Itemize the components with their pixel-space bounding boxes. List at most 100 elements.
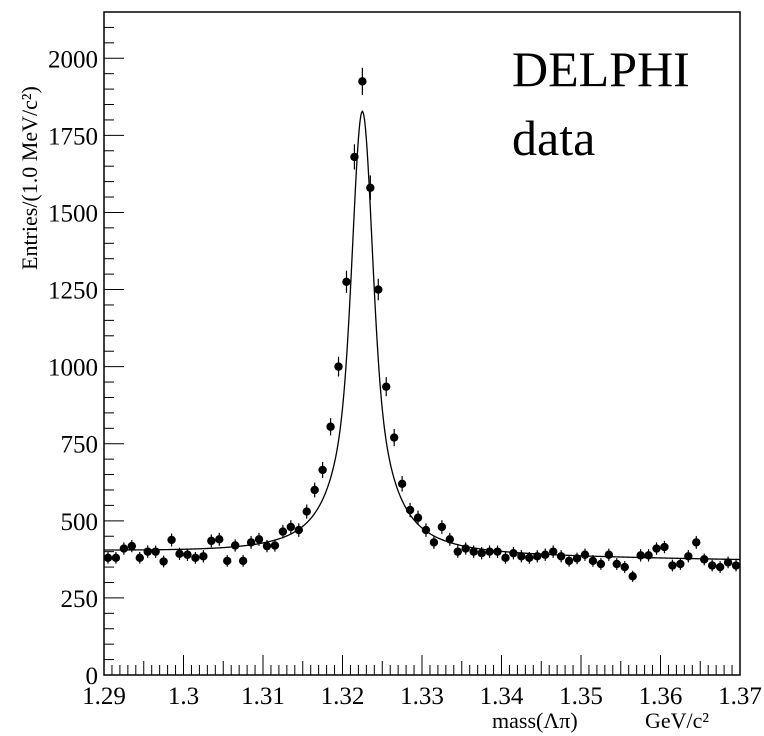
data-point (191, 551, 200, 564)
data-marker (191, 553, 200, 563)
data-point (254, 532, 264, 546)
data-marker (533, 552, 542, 561)
x-axis: 1.29 1.3 1.31 1.32 1.33 1.34 1.35 1.36 1.37 (82, 655, 762, 710)
data-marker (461, 544, 470, 553)
data-point (564, 555, 574, 567)
data-marker (707, 561, 717, 570)
data-marker (636, 551, 645, 560)
data-marker (286, 522, 296, 532)
data-point (493, 545, 502, 558)
annotation-data: data (512, 110, 595, 166)
data-marker (421, 525, 431, 535)
data-point (715, 561, 725, 573)
data-marker (111, 553, 121, 563)
data-point (111, 551, 121, 564)
data-marker (644, 551, 653, 560)
data-marker (723, 558, 733, 567)
data-marker (700, 555, 709, 564)
data-marker (199, 552, 208, 561)
data-marker (437, 522, 447, 532)
data-marker (334, 362, 343, 371)
data-point (389, 428, 399, 447)
data-marker (509, 548, 518, 558)
data-marker (429, 538, 439, 547)
data-point (215, 532, 224, 546)
data-marker (525, 553, 534, 563)
data-marker (103, 553, 113, 563)
data-point (723, 556, 733, 569)
data-marker (715, 562, 725, 572)
data-point (668, 559, 677, 572)
y-tick-label: 1000 (48, 355, 98, 382)
data-point (366, 175, 375, 201)
data-marker (731, 561, 741, 570)
data-point (731, 559, 741, 572)
data-point (525, 551, 534, 564)
y-tick-label: 250 (61, 586, 99, 613)
y-tick-label: 2000 (48, 46, 98, 73)
data-point (588, 555, 598, 567)
data-point (374, 278, 383, 301)
data-point (485, 545, 494, 558)
data-marker (493, 547, 502, 556)
data-point (644, 549, 653, 562)
y-tick-label: 0 (86, 663, 99, 690)
data-point (684, 550, 693, 563)
fit-curve (104, 110, 741, 561)
data-point (119, 542, 129, 555)
data-point (223, 555, 232, 567)
data-point (159, 555, 168, 568)
data-point (358, 67, 367, 95)
y-tick-label: 1500 (48, 200, 98, 227)
data-marker (143, 547, 152, 556)
data-marker (294, 525, 303, 535)
data-point (278, 524, 288, 539)
data-point (318, 461, 327, 478)
data-point (692, 535, 701, 549)
data-marker (302, 507, 311, 516)
data-point (326, 418, 335, 436)
data-marker (501, 553, 510, 563)
data-point (167, 533, 176, 547)
data-point (342, 270, 351, 293)
data-point (596, 558, 606, 570)
data-marker (397, 479, 407, 489)
data-marker (119, 544, 129, 553)
data-marker (445, 535, 455, 544)
data-point (103, 551, 113, 564)
data-marker (469, 547, 478, 556)
data-point (556, 550, 566, 563)
data-marker (127, 541, 137, 551)
data-point (469, 545, 478, 558)
data-point (453, 545, 462, 558)
data-marker (262, 541, 272, 551)
data-marker (215, 535, 224, 544)
data-point (517, 550, 526, 563)
x-tick-label: 1.3 (168, 683, 199, 710)
data-point (270, 539, 280, 552)
data-marker (167, 535, 176, 545)
data-point (350, 144, 359, 170)
data-marker (405, 505, 415, 515)
data-point (652, 542, 661, 555)
data-point (707, 559, 717, 572)
data-point (183, 548, 192, 561)
data-point (604, 548, 614, 561)
data-marker (183, 550, 192, 559)
x-tick-label: 1.37 (718, 683, 762, 710)
data-point (262, 539, 272, 553)
data-marker (159, 557, 168, 566)
data-marker (477, 548, 486, 558)
data-marker (676, 559, 685, 569)
data-point (660, 540, 669, 554)
data-marker (652, 544, 661, 553)
y-axis: 0 250 500 750 1000 1250 1500 1750 2000 (48, 26, 124, 690)
data-point (437, 520, 447, 534)
data-marker (246, 538, 256, 547)
data-marker (374, 285, 383, 294)
data-marker (238, 556, 248, 566)
data-point (612, 558, 621, 570)
data-point (541, 548, 550, 561)
data-marker (310, 485, 319, 495)
